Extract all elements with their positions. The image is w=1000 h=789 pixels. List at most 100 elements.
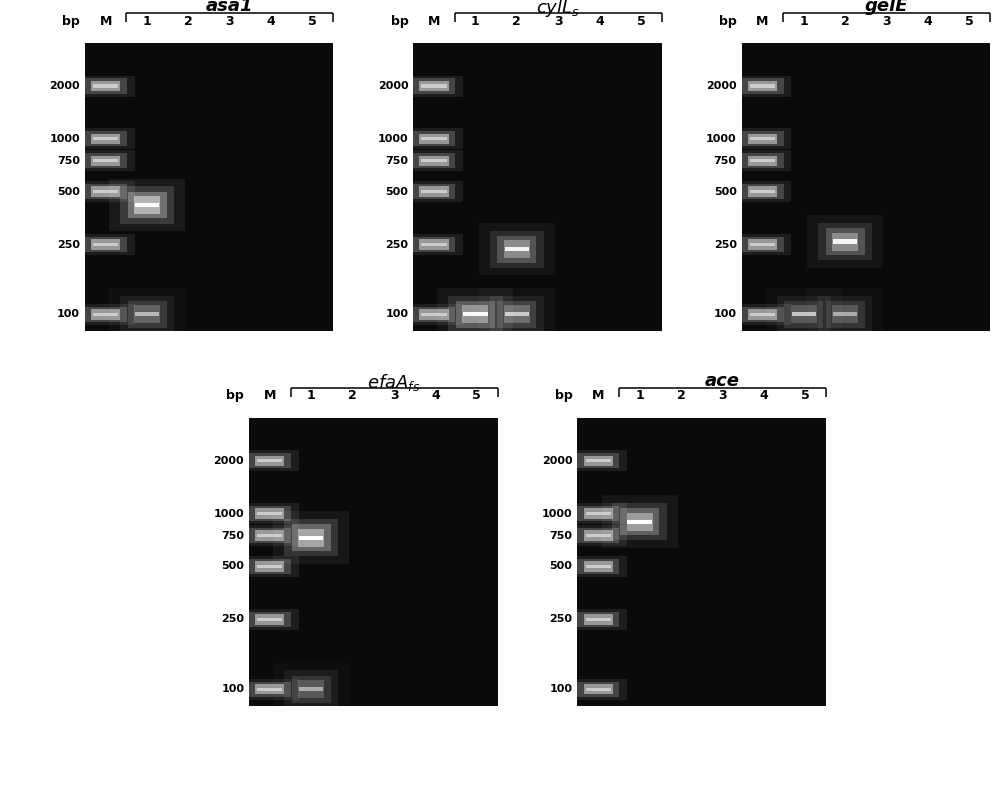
Text: $\mathit{cylL}$$_{\mathit{s}}$: $\mathit{cylL}$$_{\mathit{s}}$ xyxy=(536,0,580,19)
Text: 750: 750 xyxy=(550,530,573,540)
Bar xyxy=(128,301,167,328)
Bar xyxy=(413,307,455,322)
Text: ace: ace xyxy=(705,372,740,390)
Bar xyxy=(77,151,135,171)
Bar xyxy=(784,301,823,328)
Bar xyxy=(120,186,174,224)
Text: 4: 4 xyxy=(267,14,276,28)
Text: 100: 100 xyxy=(385,309,408,320)
Bar xyxy=(612,503,667,540)
Text: 500: 500 xyxy=(57,187,80,196)
Bar xyxy=(586,534,611,537)
Bar xyxy=(792,312,816,316)
Bar xyxy=(91,186,120,197)
Bar xyxy=(818,222,872,260)
Bar xyxy=(249,453,291,469)
Bar xyxy=(284,671,338,708)
Bar xyxy=(826,228,865,255)
Bar xyxy=(777,296,831,333)
Bar xyxy=(437,288,513,341)
Bar xyxy=(741,307,784,322)
Text: 2000: 2000 xyxy=(49,81,80,91)
Text: 250: 250 xyxy=(221,615,244,624)
Bar xyxy=(577,453,619,469)
Bar xyxy=(569,451,627,471)
Bar xyxy=(93,84,118,88)
Bar xyxy=(419,155,449,166)
Text: 1: 1 xyxy=(143,14,151,28)
Bar xyxy=(135,203,159,207)
Text: 5: 5 xyxy=(801,389,810,402)
Bar xyxy=(405,234,463,255)
Bar xyxy=(77,129,135,149)
Bar xyxy=(748,155,777,166)
Bar xyxy=(733,129,791,149)
Bar xyxy=(91,239,120,250)
Bar xyxy=(505,247,529,252)
Bar xyxy=(109,288,185,341)
Text: 5: 5 xyxy=(637,14,645,28)
Bar xyxy=(257,512,282,515)
Bar xyxy=(421,243,447,246)
Text: 1000: 1000 xyxy=(49,134,80,144)
Bar xyxy=(748,309,777,320)
Text: M: M xyxy=(264,389,276,402)
Bar xyxy=(249,559,291,574)
Text: 500: 500 xyxy=(385,187,408,196)
Text: 4: 4 xyxy=(759,389,768,402)
Text: 500: 500 xyxy=(714,187,737,196)
Bar xyxy=(77,304,135,325)
Bar xyxy=(569,503,627,524)
Bar xyxy=(405,304,463,325)
Text: 3: 3 xyxy=(390,389,398,402)
Text: 4: 4 xyxy=(924,14,932,28)
Bar xyxy=(77,76,135,96)
Bar xyxy=(413,78,455,94)
Bar xyxy=(128,192,167,219)
Text: 1000: 1000 xyxy=(542,509,573,518)
Bar xyxy=(292,675,331,703)
Text: M: M xyxy=(592,389,604,402)
Text: 2: 2 xyxy=(184,14,193,28)
Text: 250: 250 xyxy=(57,240,80,249)
Text: 3: 3 xyxy=(226,14,234,28)
Bar xyxy=(91,309,120,320)
Bar xyxy=(748,80,777,92)
Bar xyxy=(405,76,463,96)
Bar xyxy=(586,459,611,462)
Bar xyxy=(257,618,282,621)
Bar xyxy=(405,151,463,171)
Bar xyxy=(93,312,118,316)
Text: 5: 5 xyxy=(472,389,481,402)
Bar xyxy=(497,301,536,328)
Bar xyxy=(413,153,455,168)
Bar xyxy=(257,534,282,537)
Text: M: M xyxy=(100,14,112,28)
Bar xyxy=(249,506,291,522)
Bar xyxy=(419,80,449,92)
Text: 2000: 2000 xyxy=(542,456,573,466)
Bar xyxy=(257,459,282,462)
Bar xyxy=(85,153,127,168)
Text: 1: 1 xyxy=(799,14,808,28)
Bar xyxy=(419,239,449,250)
Bar xyxy=(93,137,118,140)
Text: 1: 1 xyxy=(635,389,644,402)
Bar xyxy=(627,513,653,531)
Bar xyxy=(748,239,777,250)
Bar xyxy=(299,536,323,540)
Text: 1: 1 xyxy=(471,14,480,28)
Bar xyxy=(241,525,299,546)
Bar xyxy=(405,181,463,202)
Bar xyxy=(584,530,613,540)
Text: asa1: asa1 xyxy=(206,0,254,15)
Bar xyxy=(586,618,611,621)
Bar xyxy=(120,296,174,333)
Bar xyxy=(456,301,495,328)
Bar xyxy=(257,565,282,568)
Bar xyxy=(413,131,455,147)
Bar xyxy=(249,611,291,627)
Text: 750: 750 xyxy=(57,155,80,166)
Text: 250: 250 xyxy=(550,615,573,624)
Text: 3: 3 xyxy=(554,14,563,28)
